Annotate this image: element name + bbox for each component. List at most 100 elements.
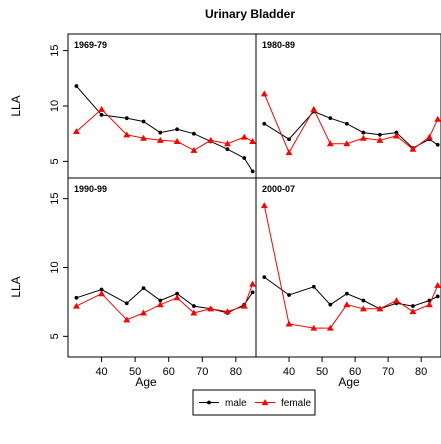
legend-marker-female	[261, 399, 269, 406]
data-point-male	[435, 142, 440, 147]
data-point-female	[249, 138, 256, 144]
y-axis-label-top: LLA	[9, 95, 23, 116]
data-point-male	[361, 130, 366, 135]
data-point-male	[361, 298, 366, 303]
series-line-male	[76, 85, 254, 172]
data-point-male	[377, 132, 382, 137]
data-point-female	[326, 324, 334, 331]
y-tick-label: 15	[49, 193, 61, 205]
data-point-male	[435, 294, 440, 299]
series-line-female	[263, 205, 439, 329]
x-axis-label-right: Age	[338, 375, 360, 389]
data-point-female	[260, 90, 268, 97]
x-tick-label: 50	[129, 366, 141, 378]
x-axis-label-left: Age	[135, 375, 157, 389]
x-tick-label: 60	[163, 366, 175, 378]
data-point-female	[173, 294, 181, 301]
chart-title: Urinary Bladder	[205, 7, 295, 21]
data-point-female	[140, 309, 147, 316]
data-point-female	[285, 149, 293, 156]
data-point-male	[99, 112, 104, 117]
y-tick-label: 15	[49, 44, 61, 56]
panel-1980-89: 1980-89	[255, 33, 441, 179]
data-point-female	[98, 290, 105, 297]
data-point-male	[262, 121, 267, 126]
data-point-female	[240, 302, 248, 309]
data-point-male	[124, 301, 129, 306]
y-tick-label: 5	[49, 158, 61, 164]
data-point-female	[224, 140, 231, 147]
data-point-female	[123, 131, 131, 138]
data-point-male	[328, 116, 333, 121]
data-point-male	[250, 290, 255, 295]
x-tick-label: 60	[349, 366, 361, 378]
data-point-female	[140, 134, 147, 141]
data-point-female	[156, 301, 164, 308]
data-point-male	[262, 275, 267, 280]
panel-1969-79: 1969-79 5 10 15	[49, 33, 257, 179]
data-point-female	[434, 282, 441, 288]
panels: 1969-79 5 10 15 1980-89 1990-99 5 10 15 40 50 60 70 8…	[49, 33, 441, 378]
x-tick-label: 40	[283, 366, 295, 378]
series-line-male	[264, 276, 438, 310]
data-point-male	[191, 304, 196, 308]
y-axis-label-bottom: LLA	[9, 276, 23, 297]
y-tick-label: 10	[49, 100, 61, 112]
data-point-female	[326, 140, 334, 147]
legend-label-male: male	[225, 398, 247, 409]
series-line-female	[263, 93, 439, 154]
data-point-female	[123, 316, 131, 323]
data-point-female	[343, 301, 351, 308]
legend-label-female: female	[281, 398, 311, 409]
panel-label: 1969-79	[74, 40, 107, 50]
panel-1990-99: 1990-99 5 10 15 40 50 60 70 80	[49, 177, 257, 378]
data-point-male	[141, 286, 146, 291]
data-point-male	[141, 119, 146, 124]
panel-label: 2000-07	[262, 184, 295, 194]
panel-label: 1980-89	[262, 40, 295, 50]
data-point-male	[158, 298, 163, 303]
data-point-female	[285, 320, 293, 327]
data-point-female	[260, 202, 268, 209]
data-point-male	[124, 116, 129, 121]
x-tick-label: 40	[95, 366, 107, 378]
panel-frame	[67, 33, 257, 179]
data-point-male	[74, 295, 79, 300]
data-point-female	[207, 305, 215, 312]
panel-label: 1990-99	[74, 184, 107, 194]
data-point-female	[376, 305, 384, 312]
data-point-female	[310, 105, 318, 112]
x-tick-label: 80	[230, 366, 242, 378]
data-point-male	[158, 130, 163, 135]
data-point-male	[74, 84, 79, 88]
data-point-female	[409, 145, 417, 152]
data-point-male	[311, 284, 316, 289]
data-point-male	[250, 169, 255, 174]
data-point-female	[173, 138, 181, 144]
data-point-male	[99, 287, 104, 292]
legend: male female	[192, 389, 316, 416]
data-point-female	[73, 128, 80, 134]
data-point-female	[343, 140, 351, 147]
data-point-female	[393, 132, 400, 139]
panel-frame	[255, 177, 441, 358]
data-point-female	[156, 136, 164, 143]
y-tick-label: 10	[49, 261, 61, 273]
data-point-female	[224, 308, 231, 315]
data-point-male	[191, 131, 196, 136]
data-point-female	[190, 309, 198, 316]
data-point-female	[434, 115, 441, 122]
data-point-male	[175, 291, 180, 296]
series-line-male	[76, 287, 254, 314]
y-tick-label: 5	[49, 333, 61, 339]
data-point-female	[426, 133, 433, 140]
data-point-female	[310, 324, 318, 331]
data-point-male	[344, 291, 349, 296]
data-point-male	[287, 293, 291, 297]
data-point-female	[360, 134, 367, 141]
panel-frame	[255, 33, 441, 179]
x-tick-label: 80	[415, 366, 427, 378]
x-tick-label: 70	[196, 366, 208, 378]
data-point-male	[225, 147, 230, 152]
